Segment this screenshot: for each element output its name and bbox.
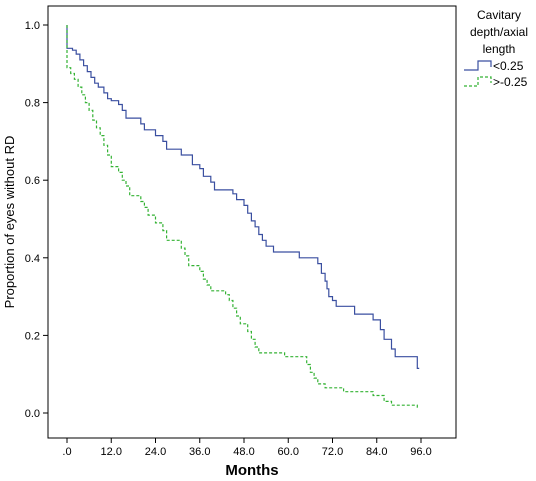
y-tick-label: 0.0	[25, 408, 40, 420]
x-tick-label: 72.0	[322, 446, 343, 458]
series-layer	[66, 25, 420, 408]
x-axis: .0 12.0 24.0 36.0 48.0 60.0 72.0 84.0 96.0	[62, 438, 432, 458]
x-tick-label: .0	[62, 446, 71, 458]
survival-curve-series-1	[66, 25, 420, 369]
y-tick-label: 0.4	[25, 253, 40, 265]
y-axis: 0.0 0.2 0.4 0.6 0.8 1.0	[25, 20, 48, 420]
legend: Cavitary depth/axial length <0.25 >-0.25	[464, 8, 528, 89]
legend-swatch-series-2	[464, 76, 492, 87]
legend-swatch-series-1	[464, 60, 492, 71]
x-tick-label: 84.0	[366, 446, 387, 458]
x-tick-label: 96.0	[410, 446, 431, 458]
legend-label-series-1: <0.25	[493, 59, 524, 73]
legend-label-series-2: >-0.25	[493, 75, 528, 89]
legend-title-line-3: length	[483, 42, 516, 56]
y-tick-label: 0.8	[25, 98, 40, 110]
x-tick-label: 60.0	[278, 446, 299, 458]
y-tick-label: 1.0	[25, 20, 40, 32]
x-tick-label: 36.0	[189, 446, 210, 458]
x-tick-label: 24.0	[145, 446, 166, 458]
plot-frame	[47, 5, 457, 439]
survival-curve-series-2	[66, 25, 420, 408]
legend-title-line-2: depth/axial	[470, 25, 528, 39]
legend-title-line-1: Cavitary	[477, 8, 521, 22]
x-axis-title: Months	[225, 462, 278, 479]
y-axis-title: Proportion of eyes without RD	[2, 136, 17, 309]
x-tick-label: 12.0	[101, 446, 122, 458]
x-tick-label: 48.0	[233, 446, 254, 458]
y-tick-label: 0.6	[25, 175, 40, 187]
y-tick-label: 0.2	[25, 330, 40, 342]
